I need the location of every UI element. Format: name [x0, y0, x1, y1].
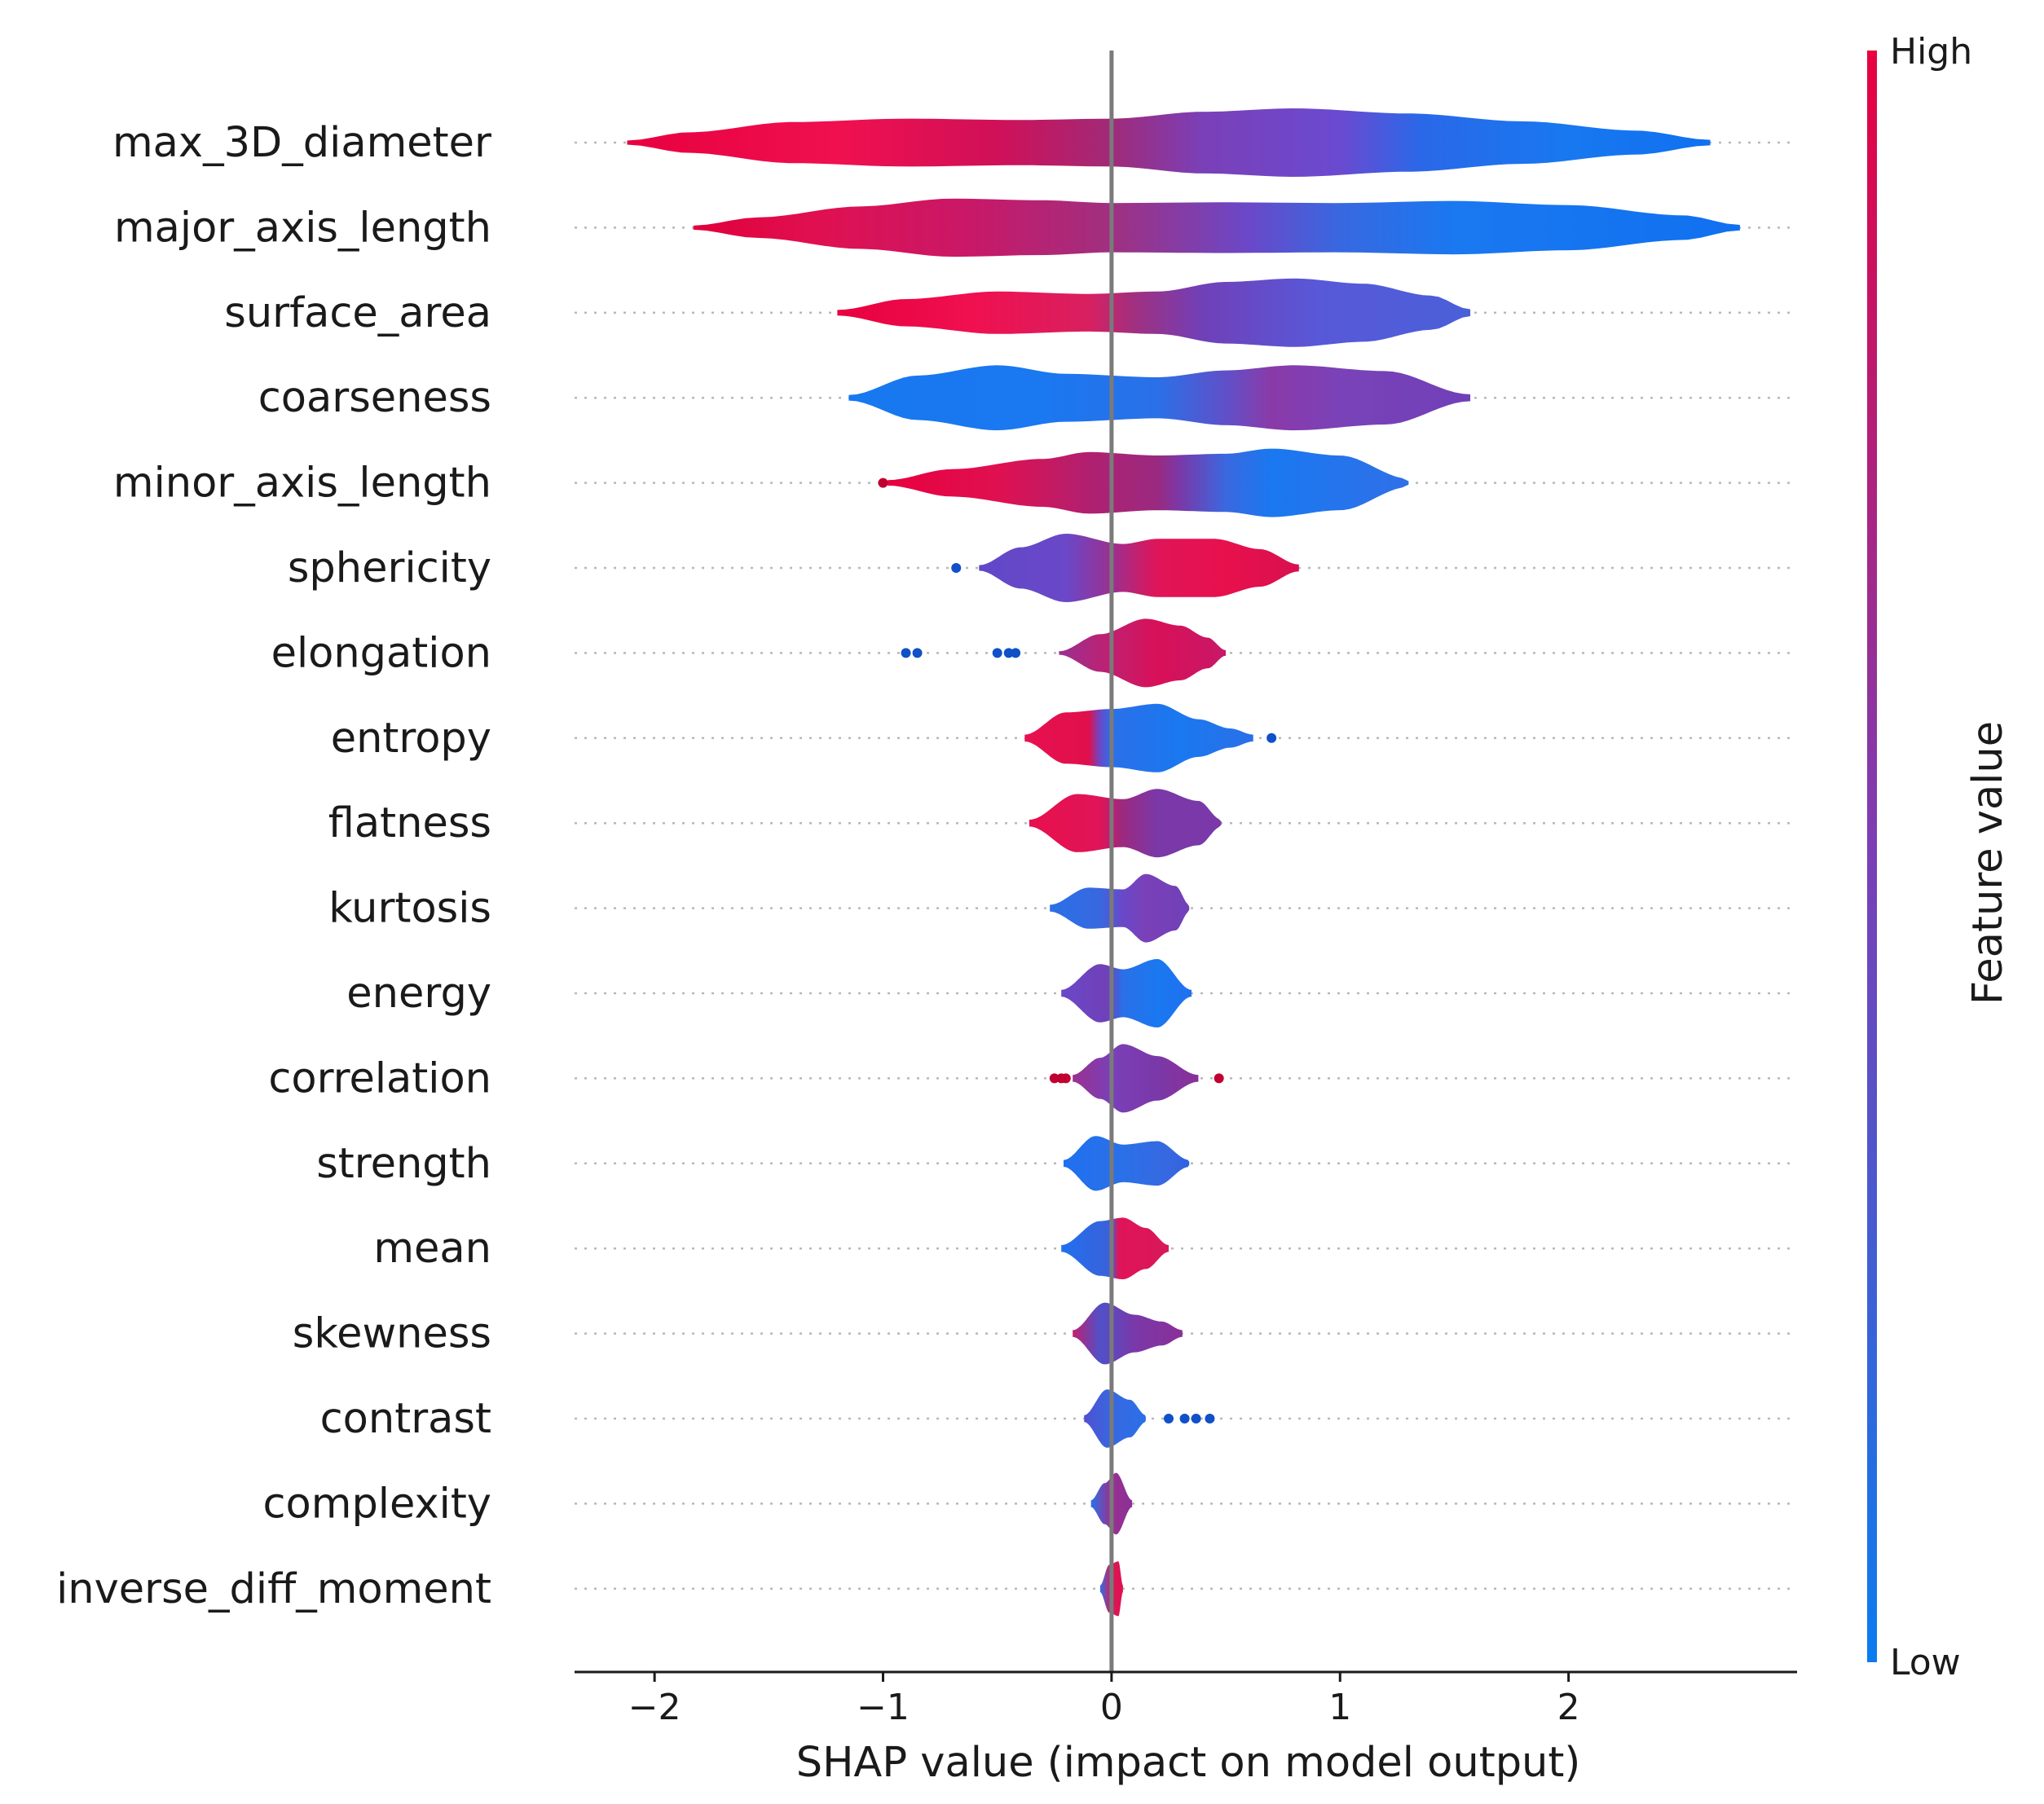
outlier-dot-elongation [1003, 648, 1014, 658]
x-tick-label: 2 [1557, 1687, 1580, 1728]
feature-label-contrast: contrast [320, 1395, 491, 1443]
feature-label-energy: energy [346, 970, 491, 1018]
feature-label-kurtosis: kurtosis [328, 885, 491, 933]
violin-max_3D_diameter [627, 108, 1711, 177]
x-axis-title: SHAP value (impact on model output) [796, 1739, 1581, 1787]
feature-label-layer: max_3D_diameter major_axis_length surface_… [56, 119, 491, 1613]
feature-label-max_3D_diameter: max_3D_diameter [112, 119, 491, 167]
violin-surface_area [837, 278, 1471, 347]
colorbar: High Low Feature value [1867, 31, 2012, 1683]
x-tick-label: 0 [1100, 1687, 1123, 1728]
feature-label-minor_axis_length: minor_axis_length [113, 460, 491, 508]
outlier-dot-layer [878, 477, 1277, 1423]
outlier-dot-contrast [1179, 1414, 1190, 1423]
outlier-dot-elongation [901, 648, 911, 658]
outlier-dot-correlation [1049, 1073, 1059, 1084]
violin-contrast [1084, 1389, 1146, 1448]
violin-flatness [1029, 789, 1222, 858]
violin-correlation [1073, 1044, 1199, 1113]
feature-label-elongation: elongation [271, 629, 491, 677]
outlier-dot-correlation [1214, 1073, 1224, 1084]
feature-label-strength: strength [316, 1140, 491, 1188]
feature-label-major_axis_length: major_axis_length [114, 204, 491, 252]
colorbar-title: Feature value [1964, 721, 2012, 1005]
violin-coarseness [848, 365, 1471, 431]
feature-label-surface_area: surface_area [224, 289, 491, 337]
feature-label-correlation: correlation [268, 1054, 491, 1102]
x-tick-layer: −2 −1 0 1 2 [628, 1672, 1580, 1728]
feature-label-complexity: complexity [263, 1480, 491, 1528]
outlier-dot-contrast [1163, 1414, 1174, 1423]
violin-kurtosis [1050, 873, 1190, 943]
violin-strength [1064, 1136, 1190, 1191]
violin-layer [627, 108, 1740, 1617]
violin-elongation [1059, 618, 1227, 688]
feature-label-sphericity: sphericity [288, 544, 491, 592]
violin-entropy [1024, 703, 1253, 772]
colorbar-low-label: Low [1890, 1642, 1961, 1683]
outlier-dot-contrast [1191, 1414, 1201, 1423]
x-tick-label: 1 [1328, 1687, 1351, 1728]
outlier-dot-minor_axis_length [878, 477, 888, 488]
colorbar-high-label: High [1890, 31, 1972, 73]
outlier-dot-elongation [992, 648, 1002, 658]
violin-mean [1061, 1217, 1169, 1279]
feature-label-entropy: entropy [331, 715, 491, 763]
violin-major_axis_length [693, 198, 1740, 257]
feature-label-skewness: skewness [293, 1310, 491, 1358]
outlier-dot-correlation [1060, 1073, 1071, 1084]
outlier-dot-elongation [1011, 648, 1021, 658]
violin-energy [1061, 959, 1192, 1027]
colorbar-gradient [1867, 51, 1877, 1662]
feature-label-flatness: flatness [328, 799, 491, 847]
violin-sphericity [979, 534, 1299, 602]
feature-label-coarseness: coarseness [258, 374, 491, 422]
outlier-dot-elongation [912, 648, 923, 658]
outlier-dot-sphericity [951, 563, 962, 573]
violin-skewness [1073, 1302, 1183, 1365]
feature-label-inverse_diff_moment: inverse_diff_moment [56, 1565, 491, 1613]
x-tick-label: −2 [628, 1687, 681, 1728]
feature-label-mean: mean [373, 1225, 491, 1273]
violin-minor_axis_length [888, 448, 1409, 517]
grid-layer [575, 141, 1797, 1591]
outlier-dot-entropy [1266, 733, 1277, 743]
x-tick-label: −1 [857, 1687, 910, 1728]
outlier-dot-contrast [1205, 1414, 1215, 1423]
